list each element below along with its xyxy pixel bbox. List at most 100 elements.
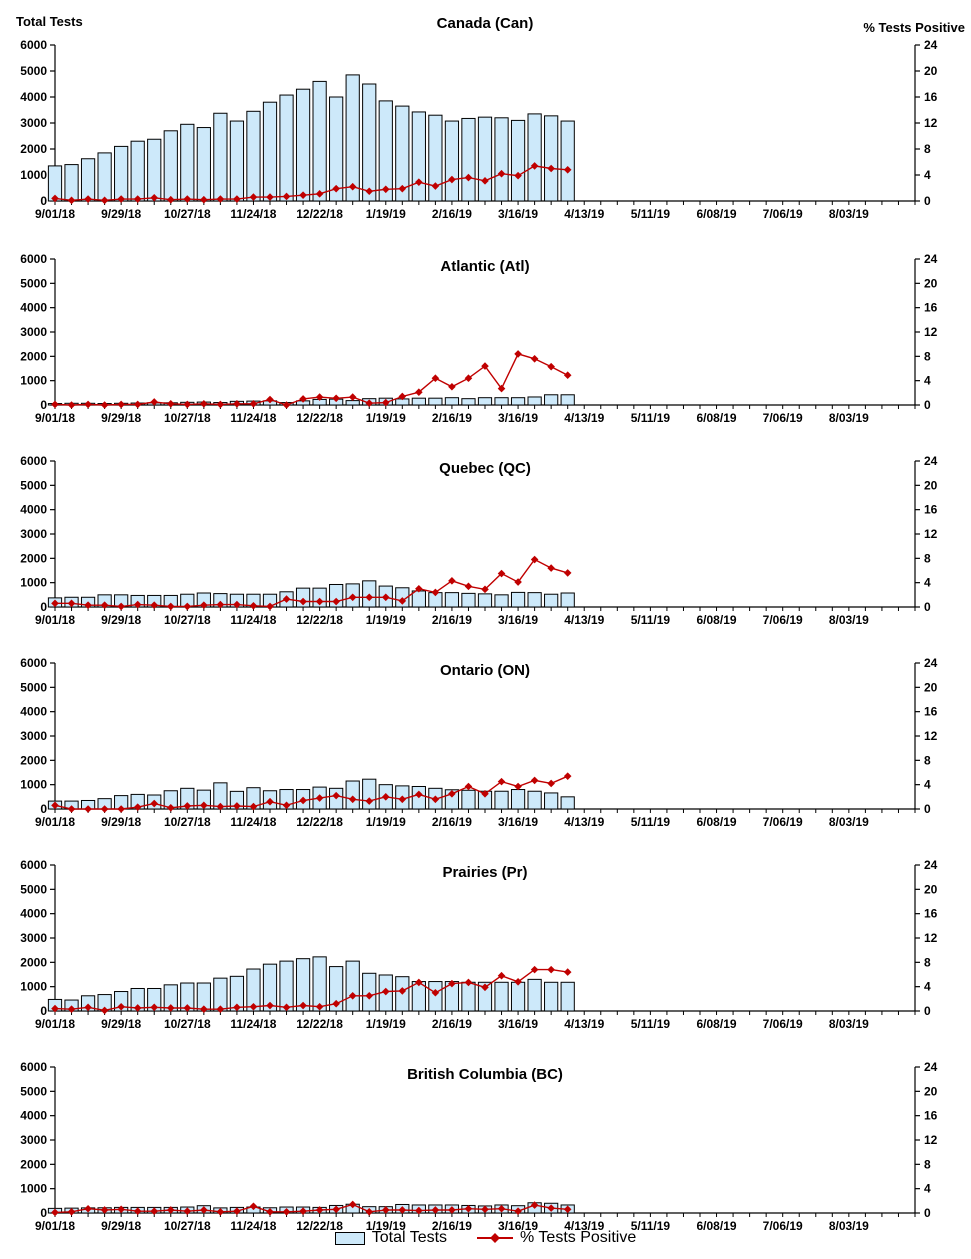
left-axis-title: Total Tests xyxy=(16,14,83,29)
total-tests-bar xyxy=(527,396,542,406)
pct-positive-marker xyxy=(133,803,142,811)
pct-positive-marker xyxy=(514,1207,522,1215)
x-tick-label: 8/03/19 xyxy=(829,1219,869,1233)
total-tests-bar xyxy=(494,790,509,810)
x-tick-label: 5/11/19 xyxy=(631,613,671,627)
pct-positive-marker xyxy=(282,1003,291,1012)
total-tests-bar xyxy=(461,398,476,406)
pct-positive-marker xyxy=(530,965,539,974)
total-tests-bar xyxy=(279,94,294,202)
total-tests-bar xyxy=(494,397,509,406)
total-tests-bar xyxy=(246,110,261,202)
pct-positive-marker xyxy=(150,601,159,609)
y-right-tick-label: 8 xyxy=(924,753,931,767)
y-left-tick-label: 2000 xyxy=(20,955,47,969)
y-right-tick-label: 0 xyxy=(924,398,931,412)
pct-positive-marker xyxy=(315,794,324,802)
pct-positive-marker xyxy=(266,1001,274,1010)
pct-positive-marker xyxy=(266,193,274,201)
pct-positive-marker xyxy=(51,400,59,409)
x-tick-label: 9/29/18 xyxy=(101,613,141,627)
total-tests-bar xyxy=(560,120,575,202)
total-tests-bar xyxy=(345,74,360,202)
total-tests-bar xyxy=(329,96,344,202)
total-tests-bar xyxy=(295,958,311,1012)
total-tests-bar xyxy=(527,978,542,1012)
y-left-tick-label: 4000 xyxy=(20,90,47,104)
total-tests-bar xyxy=(444,120,460,202)
pct-positive-marker xyxy=(547,164,555,173)
pct-positive-marker xyxy=(547,779,555,788)
pct-positive-marker xyxy=(381,593,390,602)
pct-positive-marker xyxy=(266,602,274,611)
y-right-tick-label: 0 xyxy=(924,194,931,208)
total-tests-bar xyxy=(510,789,526,810)
pct-positive-marker xyxy=(365,187,374,196)
pct-positive-marker xyxy=(530,162,539,170)
x-tick-label: 7/06/19 xyxy=(763,1219,803,1233)
total-tests-bar xyxy=(196,127,211,202)
pct-positive-marker xyxy=(249,1202,258,1211)
x-tick-label: 1/19/19 xyxy=(366,613,406,627)
x-tick-label: 11/24/18 xyxy=(230,1017,276,1031)
pct-positive-marker xyxy=(166,602,175,611)
total-tests-bar xyxy=(527,790,542,810)
pct-positive-marker xyxy=(299,796,307,805)
pct-positive-marker xyxy=(530,776,539,785)
pct-positive-marker xyxy=(150,1003,159,1012)
x-tick-label: 8/03/19 xyxy=(829,207,869,221)
y-left-tick-label: 2000 xyxy=(20,1157,47,1171)
y-left-tick-label: 0 xyxy=(40,398,47,412)
x-tick-label: 11/24/18 xyxy=(230,207,276,221)
pct-positive-marker xyxy=(233,1207,241,1215)
y-left-tick-label: 4000 xyxy=(20,705,47,719)
x-tick-label: 6/08/19 xyxy=(697,207,737,221)
pct-positive-marker xyxy=(464,374,473,383)
x-tick-label: 4/13/19 xyxy=(564,815,604,829)
y-left-tick-label: 0 xyxy=(40,600,47,614)
pct-positive-marker xyxy=(448,789,456,798)
x-tick-label: 9/29/18 xyxy=(101,411,141,425)
pct-positive-marker xyxy=(348,1200,357,1209)
pct-positive-marker xyxy=(464,1204,473,1213)
x-tick-label: 9/29/18 xyxy=(101,815,141,829)
pct-positive-marker xyxy=(117,400,125,409)
pct-positive-marker xyxy=(133,400,142,409)
x-tick-label: 7/06/19 xyxy=(763,207,803,221)
chart-atlantic: 0 1000 2000 3000 4000 5000 6000 0 4 8 12 16 20 24 9/01… xyxy=(0,237,971,439)
pct-positive-marker xyxy=(563,968,572,976)
total-tests-bar xyxy=(560,394,575,406)
total-tests-bar xyxy=(229,120,245,202)
pct-positive-marker xyxy=(315,393,324,401)
y-right-tick-label: 16 xyxy=(924,503,938,517)
y-right-tick-label: 0 xyxy=(924,802,931,816)
pct-positive-marker xyxy=(233,399,241,408)
y-left-tick-label: 6000 xyxy=(20,656,47,670)
x-tick-label: 9/01/18 xyxy=(35,1219,75,1233)
pct-positive-marker xyxy=(51,599,59,608)
x-tick-label: 5/11/19 xyxy=(631,207,671,221)
pct-positive-marker xyxy=(84,601,92,609)
y-right-tick-label: 24 xyxy=(924,38,938,52)
legend-total-tests-label: Total Tests xyxy=(371,1229,448,1246)
x-tick-label: 7/06/19 xyxy=(763,815,803,829)
y-left-tick-label: 5000 xyxy=(20,680,47,694)
y-right-tick-label: 20 xyxy=(924,882,938,896)
chart-prairies: 0 1000 2000 3000 4000 5000 6000 0 4 8 12 16 20 24 9/01… xyxy=(0,843,971,1045)
pct-positive-marker xyxy=(200,1206,208,1214)
pct-positive-marker xyxy=(563,772,572,780)
pct-positive-marker xyxy=(398,184,407,193)
pct-positive-marker xyxy=(348,393,357,401)
pct-positive-marker xyxy=(398,392,407,401)
y-right-tick-label: 8 xyxy=(924,955,931,969)
x-tick-label: 9/01/18 xyxy=(35,815,75,829)
pct-positive-marker xyxy=(464,782,473,791)
y-left-tick-label: 0 xyxy=(40,1206,47,1220)
y-right-tick-label: 16 xyxy=(924,705,938,719)
total-tests-bar xyxy=(329,966,344,1012)
y-right-tick-label: 8 xyxy=(924,142,931,156)
pct-positive-marker-icon xyxy=(477,1237,514,1239)
chart-canada: 0 1000 2000 3000 4000 5000 6000 0 4 8 12 16 20 24 9/01… xyxy=(0,0,971,237)
total-tests-bar xyxy=(163,130,178,202)
y-left-tick-label: 6000 xyxy=(20,38,47,52)
